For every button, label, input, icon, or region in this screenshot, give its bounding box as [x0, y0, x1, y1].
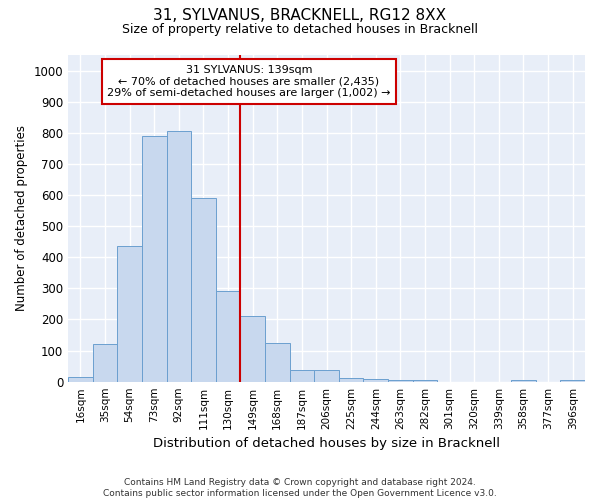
Text: Contains HM Land Registry data © Crown copyright and database right 2024.
Contai: Contains HM Land Registry data © Crown c… — [103, 478, 497, 498]
Bar — [511, 380, 536, 382]
Bar — [290, 370, 314, 382]
Bar — [191, 198, 216, 382]
Text: 31 SYLVANUS: 139sqm
← 70% of detached houses are smaller (2,435)
29% of semi-det: 31 SYLVANUS: 139sqm ← 70% of detached ho… — [107, 65, 391, 98]
Text: Size of property relative to detached houses in Bracknell: Size of property relative to detached ho… — [122, 22, 478, 36]
Text: 31, SYLVANUS, BRACKNELL, RG12 8XX: 31, SYLVANUS, BRACKNELL, RG12 8XX — [154, 8, 446, 22]
Bar — [142, 136, 167, 382]
Bar — [339, 378, 364, 382]
Bar — [117, 246, 142, 382]
Bar — [68, 377, 92, 382]
Bar — [364, 379, 388, 382]
Bar — [314, 370, 339, 382]
Bar — [388, 380, 413, 382]
Bar — [560, 380, 585, 382]
Bar — [413, 380, 437, 382]
Bar — [92, 344, 117, 382]
Bar — [265, 343, 290, 382]
Bar — [216, 292, 241, 382]
Bar — [241, 316, 265, 382]
Y-axis label: Number of detached properties: Number of detached properties — [15, 126, 28, 312]
Bar — [167, 131, 191, 382]
X-axis label: Distribution of detached houses by size in Bracknell: Distribution of detached houses by size … — [153, 437, 500, 450]
